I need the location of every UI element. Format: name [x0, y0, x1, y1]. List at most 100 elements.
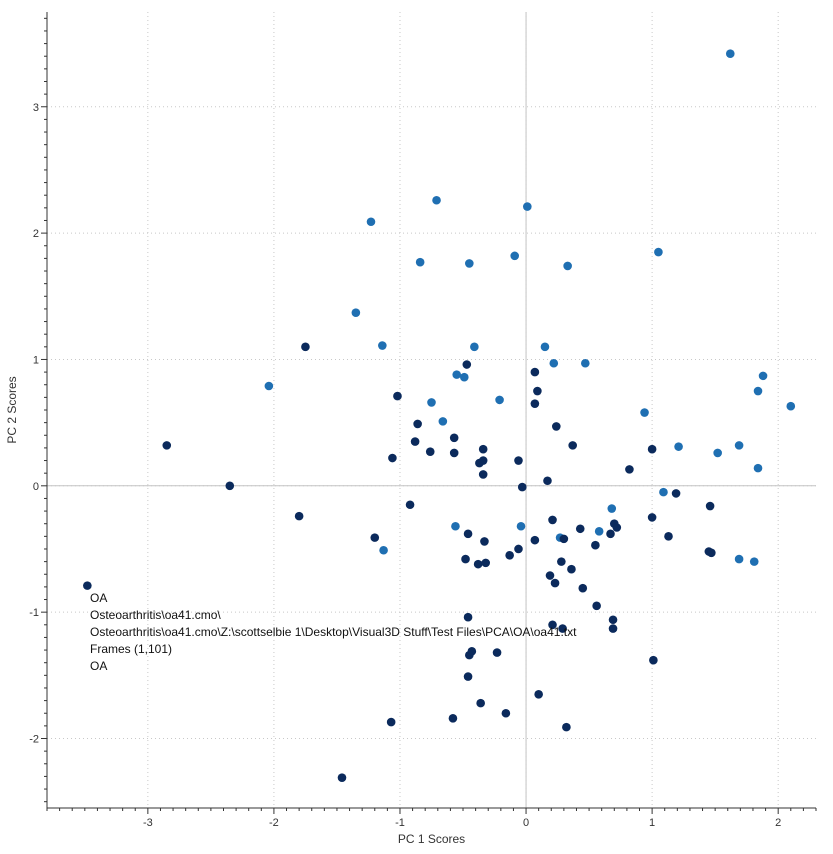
data-point	[514, 544, 523, 554]
data-point	[734, 554, 744, 564]
data-point	[405, 500, 415, 510]
data-point	[459, 372, 469, 382]
data-point	[473, 559, 483, 569]
data-point	[591, 540, 600, 550]
data-point	[413, 419, 422, 429]
x-tick-label: 1	[649, 817, 655, 829]
data-point	[366, 217, 376, 227]
data-point	[463, 529, 473, 539]
data-point	[550, 578, 560, 588]
data-point	[647, 513, 657, 522]
data-point	[575, 524, 585, 534]
data-point	[438, 417, 448, 426]
data-point	[505, 551, 514, 560]
data-point	[162, 441, 172, 450]
data-point	[301, 342, 310, 352]
data-point	[749, 557, 759, 566]
data-point	[568, 441, 577, 450]
x-axis-title: PC 1 Scores	[398, 832, 465, 846]
data-point	[463, 612, 473, 622]
axes	[41, 12, 817, 814]
data-point	[647, 444, 657, 454]
data-point	[462, 360, 472, 369]
data-point	[578, 583, 588, 593]
data-point	[448, 713, 458, 723]
data-point	[545, 571, 555, 580]
annotation-line: Osteoarthritis\oa41.cmo\	[90, 608, 221, 622]
data-point	[612, 523, 622, 532]
data-point	[516, 521, 526, 531]
data-point	[425, 447, 435, 456]
data-point	[557, 557, 566, 566]
data-point	[533, 386, 542, 396]
data-point	[225, 481, 235, 491]
data-point	[470, 342, 479, 352]
data-point	[481, 558, 491, 568]
data-point	[478, 444, 488, 454]
annotation-line: OA	[90, 659, 107, 673]
data-point	[451, 521, 460, 531]
data-point	[517, 482, 527, 492]
data-point	[523, 202, 532, 211]
x-tick-label: -1	[395, 817, 405, 829]
data-point	[465, 259, 474, 268]
data-point	[370, 533, 380, 542]
data-point	[753, 386, 763, 396]
data-point	[659, 487, 668, 497]
annotation-line: OA	[90, 591, 107, 605]
data-point	[378, 341, 387, 350]
x-tick-label: 0	[523, 817, 529, 829]
x-tick-label: -3	[143, 817, 153, 829]
data-point	[608, 624, 618, 633]
y-tick-label: 3	[33, 102, 39, 114]
data-point	[581, 358, 590, 368]
data-point	[664, 532, 673, 541]
data-point	[548, 515, 557, 525]
data-points	[83, 49, 796, 782]
data-point	[758, 371, 768, 381]
data-point	[379, 545, 388, 555]
data-point	[530, 367, 540, 377]
y-tick-label: 2	[33, 228, 39, 240]
data-point	[294, 511, 304, 521]
data-point	[707, 548, 716, 558]
data-point	[432, 195, 441, 205]
x-tick-label: -2	[269, 817, 279, 829]
data-point	[83, 581, 92, 590]
data-point	[393, 391, 402, 401]
data-point	[388, 453, 397, 463]
data-point	[410, 437, 420, 446]
data-point	[530, 399, 540, 408]
data-point	[562, 722, 571, 732]
data-point	[543, 476, 552, 486]
data-point	[501, 708, 511, 718]
data-point	[449, 433, 459, 443]
annotation-line: Frames (1,101)	[90, 642, 172, 656]
point-annotation: OA Osteoarthritis\oa41.cmo\ Osteoarthritis…	[90, 591, 577, 673]
annotation-line: Osteoarthritis\oa41.cmo\Z:\scottselbie 1…	[90, 625, 577, 639]
data-point	[495, 395, 504, 405]
data-point	[492, 648, 502, 657]
zero-lines	[47, 12, 816, 808]
data-point	[705, 501, 715, 511]
data-point	[449, 448, 459, 458]
data-point	[415, 257, 425, 267]
data-point	[725, 49, 735, 58]
data-point	[549, 358, 559, 368]
data-point	[476, 698, 485, 708]
data-point	[386, 717, 396, 727]
y-axis-title: PC 2 Scores	[5, 376, 19, 443]
data-point	[594, 526, 604, 536]
data-point	[463, 672, 473, 681]
data-point	[606, 529, 615, 539]
data-point	[671, 489, 681, 498]
data-point	[786, 401, 796, 411]
data-point	[478, 470, 488, 479]
data-point	[475, 458, 484, 468]
data-point	[530, 535, 540, 545]
data-point	[552, 422, 561, 431]
data-point	[567, 564, 576, 574]
data-point	[563, 261, 572, 271]
data-point	[514, 456, 523, 465]
